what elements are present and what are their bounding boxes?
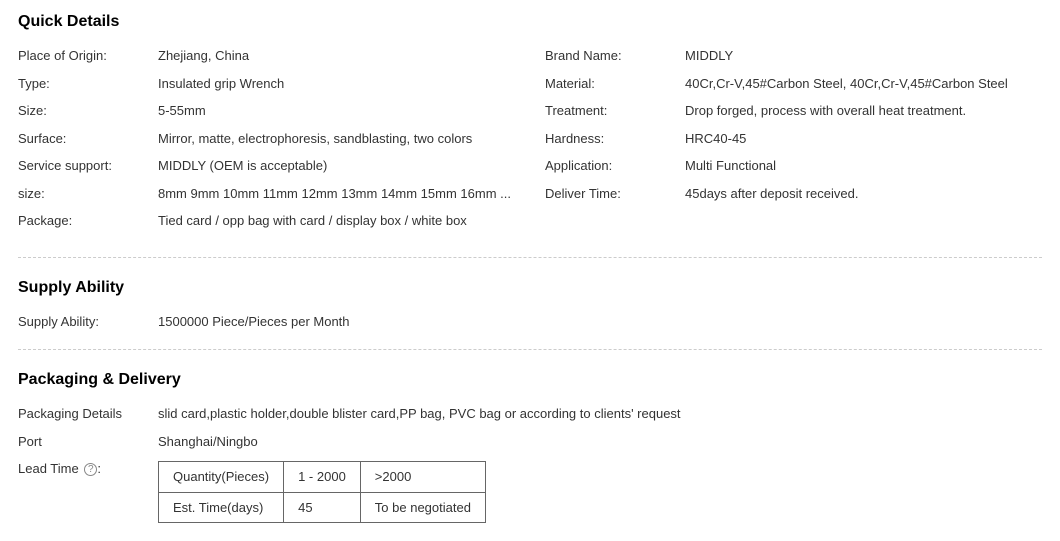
detail-row: size:8mm 9mm 10mm 11mm 12mm 13mm 14mm 15… bbox=[18, 184, 515, 204]
detail-row: Package:Tied card / opp bag with card / … bbox=[18, 211, 515, 231]
packaging-delivery-title: Packaging & Delivery bbox=[18, 368, 1042, 392]
table-row: Quantity(Pieces) 1 - 2000 >2000 bbox=[159, 462, 486, 493]
packaging-delivery-section: Packaging & Delivery Packaging Details s… bbox=[18, 368, 1042, 523]
supply-ability-section: Supply Ability Supply Ability: 1500000 P… bbox=[18, 276, 1042, 332]
detail-label: Place of Origin: bbox=[18, 46, 158, 66]
quick-details-section: Quick Details Place of Origin:Zhejiang, … bbox=[18, 10, 1042, 239]
detail-row: Surface:Mirror, matte, electrophoresis, … bbox=[18, 129, 515, 149]
detail-label: Size: bbox=[18, 101, 158, 121]
quick-details-right-col: Brand Name:MIDDLY Material:40Cr,Cr-V,45#… bbox=[545, 46, 1042, 239]
detail-label: size: bbox=[18, 184, 158, 204]
detail-label: Treatment: bbox=[545, 101, 685, 121]
detail-label: Application: bbox=[545, 156, 685, 176]
detail-label: Service support: bbox=[18, 156, 158, 176]
quick-details-grid: Place of Origin:Zhejiang, China Type:Ins… bbox=[18, 46, 1042, 239]
lead-time-table: Quantity(Pieces) 1 - 2000 >2000 Est. Tim… bbox=[158, 461, 486, 523]
lead-quantity-header: Quantity(Pieces) bbox=[159, 462, 284, 493]
detail-value: MIDDLY bbox=[685, 46, 1042, 66]
port-value: Shanghai/Ningbo bbox=[158, 432, 1042, 452]
packaging-details-value: slid card,plastic holder,double blister … bbox=[158, 404, 1042, 424]
port-row: Port Shanghai/Ningbo bbox=[18, 432, 1042, 452]
detail-row: Material:40Cr,Cr-V,45#Carbon Steel, 40Cr… bbox=[545, 74, 1042, 94]
lead-time-label: Lead Time ?: bbox=[18, 459, 158, 523]
detail-label: Surface: bbox=[18, 129, 158, 149]
table-row: Est. Time(days) 45 To be negotiated bbox=[159, 492, 486, 523]
lead-est-time-2: To be negotiated bbox=[360, 492, 485, 523]
detail-label: Brand Name: bbox=[545, 46, 685, 66]
supply-ability-value: 1500000 Piece/Pieces per Month bbox=[158, 312, 1042, 332]
detail-value: Zhejiang, China bbox=[158, 46, 515, 66]
detail-row: Application:Multi Functional bbox=[545, 156, 1042, 176]
lead-time-label-text: Lead Time bbox=[18, 461, 79, 476]
supply-ability-label: Supply Ability: bbox=[18, 312, 158, 332]
detail-value: 8mm 9mm 10mm 11mm 12mm 13mm 14mm 15mm 16… bbox=[158, 184, 515, 204]
help-icon[interactable]: ? bbox=[84, 463, 97, 476]
detail-row: Size:5-55mm bbox=[18, 101, 515, 121]
detail-label: Deliver Time: bbox=[545, 184, 685, 204]
detail-label: Package: bbox=[18, 211, 158, 231]
detail-row: Deliver Time:45days after deposit receiv… bbox=[545, 184, 1042, 204]
lead-est-time-1: 45 bbox=[284, 492, 361, 523]
quick-details-title: Quick Details bbox=[18, 10, 1042, 34]
detail-value: Drop forged, process with overall heat t… bbox=[685, 101, 1042, 121]
detail-value: Tied card / opp bag with card / display … bbox=[158, 211, 515, 231]
detail-label: Type: bbox=[18, 74, 158, 94]
detail-value: Multi Functional bbox=[685, 156, 1042, 176]
detail-value: 45days after deposit received. bbox=[685, 184, 1042, 204]
packaging-details-label: Packaging Details bbox=[18, 404, 158, 424]
divider bbox=[18, 349, 1042, 350]
divider bbox=[18, 257, 1042, 258]
detail-value: Mirror, matte, electrophoresis, sandblas… bbox=[158, 129, 515, 149]
supply-ability-row: Supply Ability: 1500000 Piece/Pieces per… bbox=[18, 312, 1042, 332]
detail-row: Place of Origin:Zhejiang, China bbox=[18, 46, 515, 66]
packaging-details-row: Packaging Details slid card,plastic hold… bbox=[18, 404, 1042, 424]
supply-ability-title: Supply Ability bbox=[18, 276, 1042, 300]
lead-qty-range-2: >2000 bbox=[360, 462, 485, 493]
lead-time-table-wrapper: Quantity(Pieces) 1 - 2000 >2000 Est. Tim… bbox=[158, 459, 1042, 523]
detail-label: Hardness: bbox=[545, 129, 685, 149]
quick-details-left-col: Place of Origin:Zhejiang, China Type:Ins… bbox=[18, 46, 515, 239]
detail-value: Insulated grip Wrench bbox=[158, 74, 515, 94]
lead-time-row: Lead Time ?: Quantity(Pieces) 1 - 2000 >… bbox=[18, 459, 1042, 523]
detail-value: HRC40-45 bbox=[685, 129, 1042, 149]
detail-row: Brand Name:MIDDLY bbox=[545, 46, 1042, 66]
detail-row: Treatment:Drop forged, process with over… bbox=[545, 101, 1042, 121]
detail-row: Hardness:HRC40-45 bbox=[545, 129, 1042, 149]
port-label: Port bbox=[18, 432, 158, 452]
detail-value: 40Cr,Cr-V,45#Carbon Steel, 40Cr,Cr-V,45#… bbox=[685, 74, 1042, 94]
lead-time-colon: : bbox=[97, 461, 101, 476]
detail-row: Type:Insulated grip Wrench bbox=[18, 74, 515, 94]
lead-est-time-header: Est. Time(days) bbox=[159, 492, 284, 523]
detail-value: 5-55mm bbox=[158, 101, 515, 121]
lead-qty-range-1: 1 - 2000 bbox=[284, 462, 361, 493]
detail-label: Material: bbox=[545, 74, 685, 94]
detail-row: Service support:MIDDLY (OEM is acceptabl… bbox=[18, 156, 515, 176]
detail-value: MIDDLY (OEM is acceptable) bbox=[158, 156, 515, 176]
